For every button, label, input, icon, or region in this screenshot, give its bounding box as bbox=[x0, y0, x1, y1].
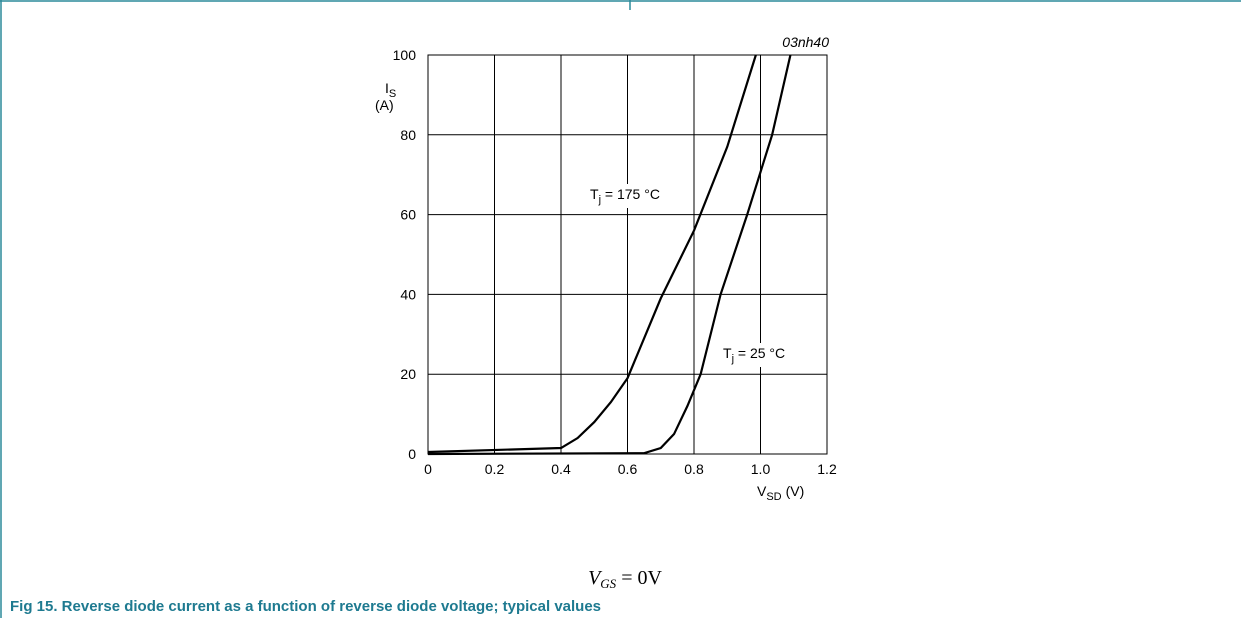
condition: VGS = 0V bbox=[588, 567, 662, 591]
label-symbol: T bbox=[723, 345, 732, 361]
figure-code: 03nh40 bbox=[782, 34, 829, 50]
y-axis-label: IS bbox=[385, 80, 396, 100]
series-label: Tj = 175 °C bbox=[590, 186, 660, 206]
label-symbol: T bbox=[590, 186, 599, 202]
label-subscript: j bbox=[731, 353, 734, 365]
condition-symbol: V bbox=[588, 567, 603, 589]
label-bg bbox=[587, 184, 672, 208]
series-line bbox=[427, 54, 792, 456]
y-axis-unit: (A) bbox=[375, 97, 394, 113]
label-subscript: j bbox=[598, 194, 601, 206]
y-tick-label: 40 bbox=[400, 286, 416, 302]
y-tick-label: 80 bbox=[400, 127, 416, 143]
condition-text: = 0V bbox=[616, 567, 662, 589]
x-tick-label: 0 bbox=[424, 461, 432, 477]
condition-subscript: GS bbox=[600, 576, 616, 591]
x-label-subscript: SD bbox=[766, 491, 781, 503]
y-tick-label: 0 bbox=[408, 446, 416, 462]
series-line bbox=[427, 54, 757, 454]
caption: Fig 15. Reverse diode current as a funct… bbox=[10, 598, 601, 615]
x-tick-label: 1.2 bbox=[817, 461, 837, 477]
y-label-symbol: I bbox=[385, 80, 389, 96]
x-tick-label: 1.0 bbox=[751, 461, 771, 477]
y-tick-label: 60 bbox=[400, 207, 416, 223]
label-text: = 175 °C bbox=[601, 186, 660, 202]
x-tick-label: 0.6 bbox=[618, 461, 638, 477]
label-text: = 25 °C bbox=[734, 345, 785, 361]
y-tick-label: 20 bbox=[400, 366, 416, 382]
x-label-symbol: V bbox=[757, 483, 767, 499]
series-label: Tj = 25 °C bbox=[723, 345, 785, 365]
x-axis-label: VSD (V) bbox=[757, 483, 804, 503]
x-tick-label: 0.4 bbox=[551, 461, 571, 477]
x-tick-label: 0.8 bbox=[684, 461, 704, 477]
label-bg bbox=[720, 343, 805, 367]
x-label-unit: (V) bbox=[786, 483, 805, 499]
y-tick-label: 100 bbox=[393, 47, 417, 63]
x-tick-label: 0.2 bbox=[485, 461, 505, 477]
y-label-subscript: S bbox=[389, 88, 396, 100]
